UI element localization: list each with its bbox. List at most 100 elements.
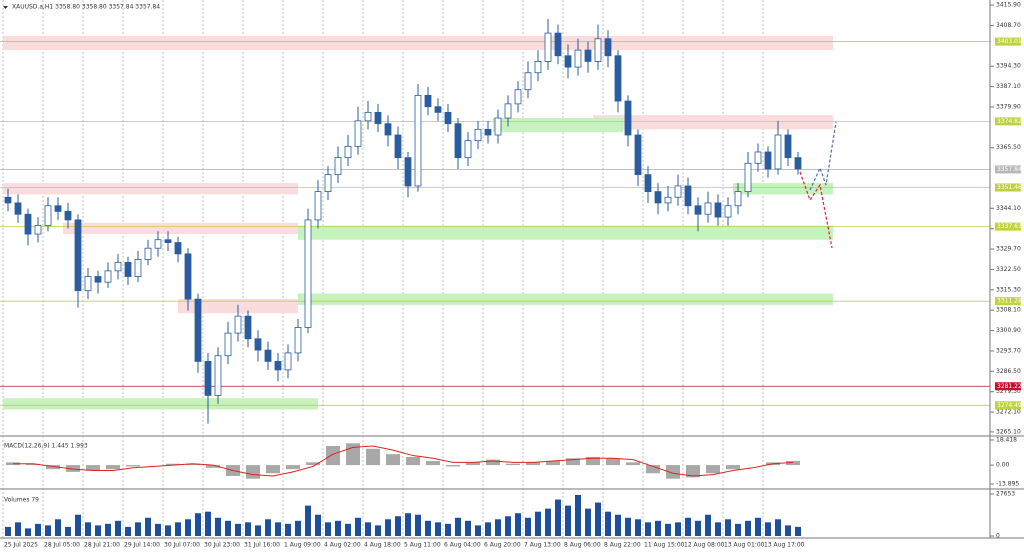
candle-body <box>764 151 772 170</box>
x-tick-label: 8 Aug 06:00 <box>564 542 601 549</box>
candle-body <box>654 191 662 204</box>
volume-bar <box>795 526 801 536</box>
volume-bar <box>715 522 721 536</box>
candle-body <box>544 32 552 62</box>
macd-bar <box>86 465 100 471</box>
x-tick-label: 13 Aug 17:00 <box>764 542 805 549</box>
volume-bar <box>35 523 41 536</box>
candle-body <box>314 191 322 221</box>
volume-bar <box>445 523 451 536</box>
candle-body <box>484 128 492 136</box>
macd-bar <box>666 465 680 479</box>
price-level-tag <box>995 183 1021 192</box>
candle-body <box>334 157 342 176</box>
candle-body <box>524 72 532 91</box>
candle-body <box>304 219 312 328</box>
volume-bar <box>525 517 531 536</box>
price-level-label: 3403.01 <box>997 38 1022 45</box>
macd-bar <box>386 454 400 466</box>
macd-bar <box>446 465 460 467</box>
x-tick-label: 30 Jul 07:00 <box>164 542 200 549</box>
y-tick-label: 3315.30 <box>996 286 1021 293</box>
candle-body <box>164 239 172 243</box>
candle-body <box>344 145 352 159</box>
macd-bar <box>706 465 720 474</box>
candle-body <box>624 100 632 136</box>
y-tick-label: 3265.10 <box>996 428 1021 435</box>
price-level-label: 3357.84 <box>997 166 1022 173</box>
volume-bar <box>235 523 241 536</box>
candle-body <box>24 213 32 235</box>
candle-body <box>34 225 42 235</box>
volume-bar <box>755 517 761 536</box>
volume-bar <box>635 519 641 536</box>
volume-bar <box>45 525 51 536</box>
volume-bar <box>25 528 31 536</box>
y-tick-label: 3387.10 <box>996 83 1021 90</box>
volume-bar <box>435 522 441 536</box>
y-tick-label: 18.418 <box>996 437 1017 444</box>
macd-bar <box>726 465 740 470</box>
candle-body <box>84 276 92 292</box>
candle-body <box>194 298 202 362</box>
macd-bar <box>186 463 200 466</box>
candle-body <box>394 134 402 159</box>
volume-bar <box>685 517 691 536</box>
price-level-label: 3274.49 <box>997 402 1022 409</box>
macd-bar <box>546 460 560 466</box>
candle-body <box>64 211 72 221</box>
macd-signal <box>13 445 794 477</box>
y-tick-label: 3394.30 <box>996 63 1021 70</box>
volume-bar <box>655 520 661 536</box>
candle-body <box>554 32 562 57</box>
volume-bar <box>365 522 371 536</box>
macd-bar <box>526 462 540 466</box>
macd-bar <box>506 463 520 466</box>
macd-bar <box>566 458 580 466</box>
candle-body <box>594 38 602 62</box>
candle-body <box>784 134 792 159</box>
candle-body <box>494 117 502 136</box>
candle-body <box>424 94 432 108</box>
volume-bar <box>255 525 261 536</box>
price-zone <box>298 225 833 240</box>
candle-body <box>44 205 52 226</box>
candle-body <box>634 134 642 176</box>
candle-body <box>244 315 252 340</box>
price-level-tag <box>995 401 1021 410</box>
candle-body <box>4 196 12 204</box>
volume-bar <box>675 522 681 536</box>
candle-body <box>114 261 122 272</box>
y-tick-label: 3279.30 <box>996 388 1021 395</box>
candle-body <box>264 349 272 362</box>
x-tick-label: 28 Jul 05:00 <box>44 542 80 549</box>
price-zone <box>298 293 833 305</box>
menu-icon[interactable] <box>3 6 8 9</box>
volume-bar <box>785 525 791 536</box>
volume-bar <box>495 519 501 536</box>
macd-bar <box>606 458 620 466</box>
price-level-tag <box>995 117 1021 126</box>
candle-body <box>124 261 132 277</box>
volume-bar <box>135 522 141 536</box>
candle-body <box>144 247 152 260</box>
candle-body <box>324 174 332 193</box>
candle-body <box>384 123 392 136</box>
candle-body <box>754 151 762 164</box>
volume-bar <box>595 502 601 536</box>
volume-bar <box>145 517 151 536</box>
volume-bar <box>355 517 361 536</box>
candle-body <box>364 111 372 122</box>
candle-body <box>454 123 462 159</box>
macd-bar <box>486 459 500 466</box>
macd-bar <box>126 465 140 467</box>
y-tick-label: 3408.70 <box>996 22 1021 29</box>
volume-bar <box>115 520 121 536</box>
x-tick-label: 31 Jul 16:00 <box>244 542 280 549</box>
volume-bar <box>705 514 711 536</box>
y-tick-label: 3379.90 <box>996 103 1021 110</box>
candle-body <box>614 55 622 102</box>
price-level-tag <box>995 297 1021 306</box>
